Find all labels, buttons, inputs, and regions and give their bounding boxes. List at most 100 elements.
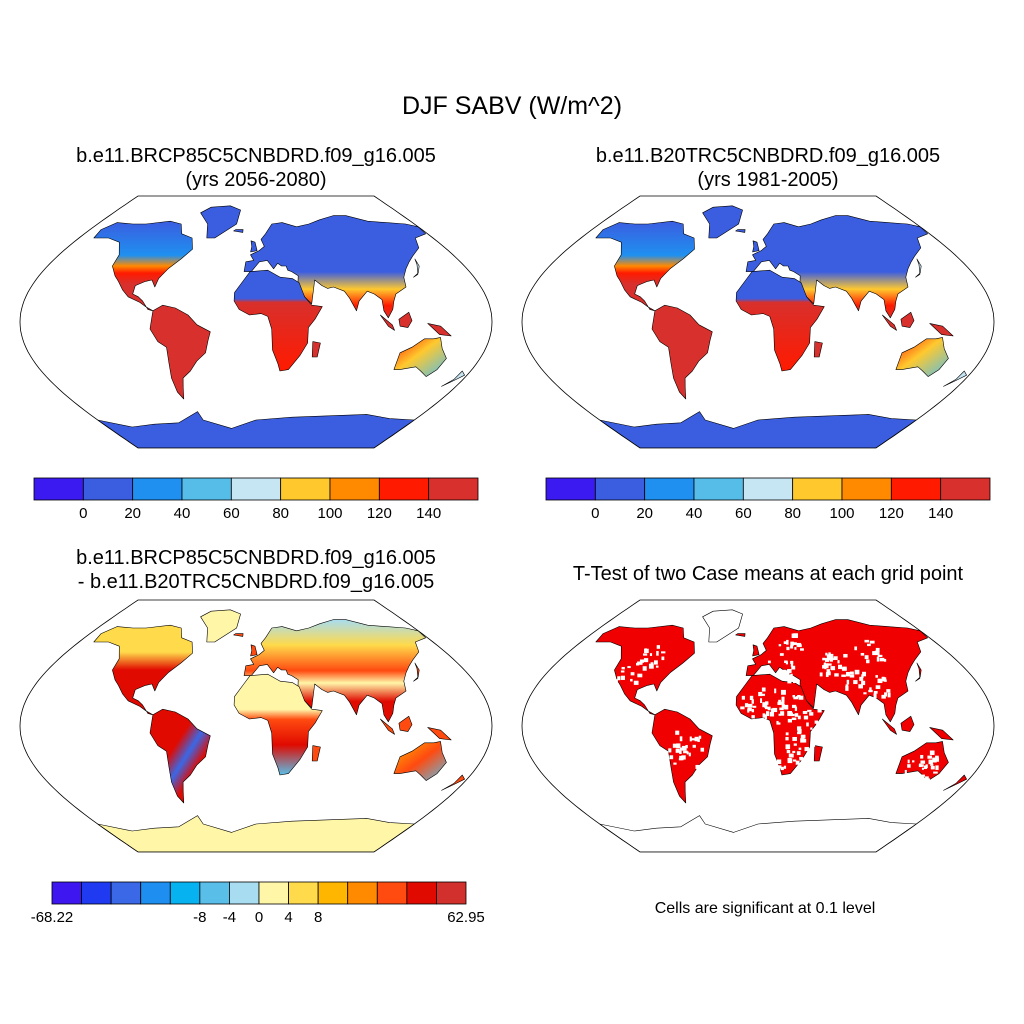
colorbar-box bbox=[428, 477, 479, 501]
colorbar-box bbox=[51, 881, 82, 905]
land-madagascar bbox=[311, 341, 321, 358]
colorbar-box bbox=[258, 881, 289, 905]
land-newguinea bbox=[929, 727, 954, 741]
land-sumatra bbox=[882, 718, 897, 735]
land-sumatra bbox=[882, 314, 897, 331]
land-borneo bbox=[398, 715, 413, 732]
colorbar-label: 80 bbox=[272, 505, 289, 522]
map-ttest bbox=[521, 599, 995, 853]
land-southAmerica bbox=[651, 304, 713, 400]
land-britain bbox=[250, 644, 258, 657]
colorbar-case: 0 20 40 60 80 100 120 140 bbox=[33, 477, 479, 522]
colorbar-box bbox=[436, 881, 467, 905]
colorbar-box bbox=[288, 881, 319, 905]
land-newzealand bbox=[943, 774, 967, 791]
map-outline bbox=[521, 195, 995, 449]
colorbar-box bbox=[110, 881, 142, 905]
colorbar-box bbox=[229, 881, 260, 905]
land-newzealand bbox=[441, 774, 465, 791]
colorbar-box bbox=[406, 881, 437, 905]
land-japan bbox=[413, 662, 420, 682]
colorbar-label: 120 bbox=[879, 505, 904, 522]
land-australia bbox=[895, 337, 949, 377]
land-greenland bbox=[200, 205, 241, 239]
colorbar-label: 60 bbox=[223, 505, 240, 522]
colorbar-box bbox=[594, 477, 646, 501]
land-newguinea bbox=[929, 323, 954, 337]
colorbar-label: 20 bbox=[124, 505, 141, 522]
colorbar-box bbox=[169, 881, 201, 905]
colorbar-label: 40 bbox=[686, 505, 703, 522]
colorbar-label: 80 bbox=[784, 505, 801, 522]
land-madagascar bbox=[311, 745, 321, 762]
colorbar-label: -4 bbox=[223, 909, 236, 926]
colorbar-label: 40 bbox=[174, 505, 191, 522]
colorbar-box bbox=[890, 477, 942, 501]
land-britain bbox=[752, 240, 760, 253]
land-africa bbox=[233, 269, 323, 372]
land-iceland bbox=[233, 229, 244, 233]
panel-difference-title: b.e11.BRCP85C5CNBDRD.f09_g16.005 - b.e11… bbox=[16, 546, 496, 594]
figure-title: DJF SABV (W/m^2) bbox=[401, 92, 623, 120]
land-britain bbox=[250, 240, 258, 253]
colorbar-label: 8 bbox=[314, 909, 322, 926]
land-greenland bbox=[200, 609, 241, 643]
land-australia bbox=[393, 337, 447, 377]
land-sumatra bbox=[380, 314, 395, 331]
map-difference bbox=[19, 599, 493, 853]
panel-control-title: b.e11.B20TRC5CNBDRD.f09_g16.005 (yrs 198… bbox=[528, 144, 1008, 192]
colorbar-label: 100 bbox=[317, 505, 342, 522]
colorbar-box bbox=[693, 477, 744, 501]
land-borneo bbox=[900, 715, 915, 732]
colorbar-control: 0 20 40 60 80 100 120 140 bbox=[545, 477, 991, 522]
colorbar-box bbox=[644, 477, 695, 501]
colorbar-box bbox=[841, 477, 892, 501]
land-africa bbox=[233, 673, 323, 776]
colorbar-label: 0 bbox=[255, 909, 263, 926]
significance-note: Cells are significant at 0.1 level bbox=[654, 900, 876, 917]
colorbar-label: 60 bbox=[735, 505, 752, 522]
colorbar-box bbox=[199, 881, 230, 905]
land-southAmerica bbox=[149, 304, 211, 400]
colorbar-box bbox=[376, 881, 408, 905]
map-case bbox=[19, 195, 493, 449]
panel-difference-title-line1: b.e11.BRCP85C5CNBDRD.f09_g16.005 bbox=[76, 547, 436, 569]
land-iceland bbox=[233, 633, 244, 637]
colorbar-box bbox=[140, 881, 171, 905]
land-greenland bbox=[702, 609, 743, 643]
land-eurasia bbox=[745, 215, 928, 319]
land-madagascar bbox=[813, 745, 823, 762]
map-control bbox=[521, 195, 995, 449]
colorbar-label: -8 bbox=[193, 909, 206, 926]
colorbar-label: 0 bbox=[591, 505, 599, 522]
land-madagascar bbox=[813, 341, 823, 358]
colorbar-difference: -68.22 -8 -4 0 4 8 62.95 bbox=[31, 881, 485, 926]
map-outline bbox=[521, 599, 995, 853]
land-newguinea bbox=[427, 323, 452, 337]
colorbar-box bbox=[181, 477, 232, 501]
colorbar-label: 62.95 bbox=[447, 909, 485, 926]
colorbar-box bbox=[280, 477, 331, 501]
land-southAmerica bbox=[149, 708, 211, 804]
land-britain bbox=[752, 644, 760, 657]
land-northAmerica bbox=[595, 220, 695, 312]
land-newzealand bbox=[943, 370, 967, 387]
land-iceland bbox=[735, 633, 746, 637]
land-eurasia bbox=[243, 619, 426, 723]
land-borneo bbox=[900, 311, 915, 328]
colorbar-label: 20 bbox=[636, 505, 653, 522]
panel-control-title-line2: (yrs 1981-2005) bbox=[697, 169, 839, 191]
colorbar-label: -68.22 bbox=[31, 909, 74, 926]
colorbar-box bbox=[317, 881, 349, 905]
land-newzealand bbox=[441, 370, 465, 387]
colorbar-box bbox=[132, 477, 183, 501]
colorbar-label: 4 bbox=[284, 909, 292, 926]
land-japan bbox=[413, 258, 420, 278]
colorbar-box bbox=[742, 477, 794, 501]
land-africa bbox=[735, 269, 825, 372]
colorbar-box bbox=[81, 881, 112, 905]
land-sumatra bbox=[380, 718, 395, 735]
panel-ttest-title: T-Test of two Case means at each grid po… bbox=[572, 563, 964, 585]
colorbar-box bbox=[378, 477, 430, 501]
map-outline bbox=[19, 195, 493, 449]
